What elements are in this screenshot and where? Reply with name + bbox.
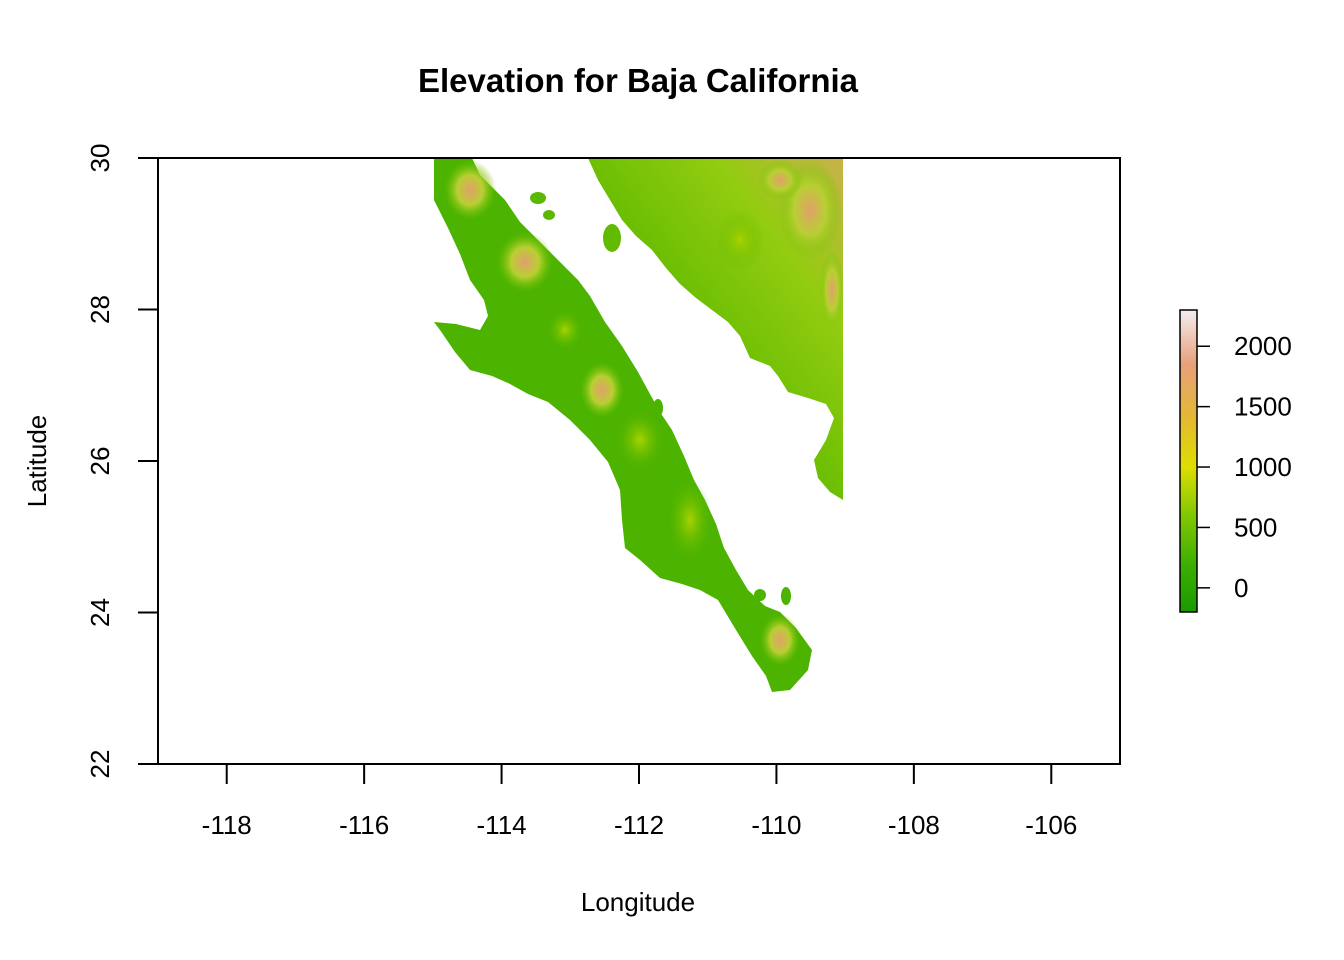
mainland-sonora [588,158,843,500]
y-tick-label: 22 [85,750,115,779]
x-tick-label: -116 [339,810,389,840]
island [603,224,621,252]
y-tick-label: 24 [85,598,115,627]
legend-tick-label: 1000 [1234,452,1292,482]
y-tick-label: 26 [85,447,115,476]
legend-colorbar [1179,309,1198,613]
x-tick-label: -114 [477,810,527,840]
x-tick-label: -118 [202,810,252,840]
x-axis: -118 -116 -114 -112 -110 -108 -106 [202,763,1077,840]
chart-title: Elevation for Baja California [418,62,859,99]
legend-tick-label: 0 [1234,573,1248,603]
island [543,210,555,220]
island [530,192,546,204]
y-axis-label: Latitude [22,415,52,508]
elevation-raster [434,158,844,692]
x-tick-label: -112 [614,810,664,840]
color-legend: 0 500 1000 1500 2000 [1179,309,1292,613]
legend-tick-label: 500 [1234,512,1277,542]
y-tick-label: 28 [85,295,115,324]
x-tick-label: -108 [888,810,940,840]
legend-tick-label: 2000 [1234,331,1292,361]
x-tick-label: -106 [1025,810,1077,840]
island [754,589,766,601]
y-axis: 22 24 26 28 30 [85,144,159,779]
x-axis-label: Longitude [581,887,695,917]
x-tick-label: -110 [751,810,801,840]
legend-tick-label: 1500 [1234,392,1292,422]
island [781,587,791,605]
island [653,399,663,417]
y-tick-label: 30 [85,144,115,173]
